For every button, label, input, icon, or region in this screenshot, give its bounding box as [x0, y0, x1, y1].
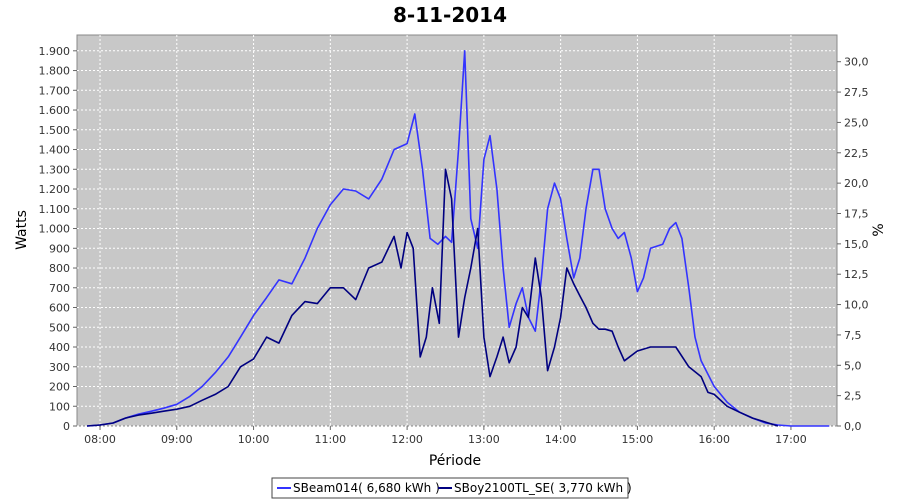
x-tick-label: 10:00: [238, 433, 270, 446]
y2-tick-label: 22,5: [844, 147, 869, 160]
grid-lines: [77, 35, 837, 427]
x-tick-label: 12:00: [391, 433, 423, 446]
y2-tick-label: 17,5: [844, 208, 869, 221]
y-tick-label: 500: [49, 321, 70, 334]
y-tick-label: 1.200: [39, 183, 71, 196]
y2-axis-label: %: [871, 223, 887, 236]
x-tick-label: 15:00: [622, 433, 654, 446]
y2-tick-label: 27,5: [844, 86, 869, 99]
y-axis-label: Watts: [14, 210, 30, 250]
y-tick-label: 1.300: [39, 163, 71, 176]
y-tick-label: 1.900: [39, 45, 71, 58]
y-tick-label: 400: [49, 341, 70, 354]
y-tick-label: 100: [49, 400, 70, 413]
legend-label: SBoy2100TL_SE( 3,770 kWh ): [454, 481, 632, 495]
y-tick-label: 1.800: [39, 65, 71, 78]
y-tick-label: 1.500: [39, 124, 71, 137]
legend: SBeam014( 6,680 kWh ) SBoy2100TL_SE( 3,7…: [271, 477, 632, 499]
y-tick-label: 800: [49, 262, 70, 275]
y-tick-label: 300: [49, 361, 70, 374]
y-tick-label: 700: [49, 282, 70, 295]
y2-tick-label: 5,0: [844, 359, 862, 372]
series-lines: [86, 49, 830, 427]
y-tick-label: 1.400: [39, 144, 71, 157]
x-tick-label: 11:00: [314, 433, 346, 446]
y-tick-label: 0: [63, 420, 70, 433]
y2-tick-label: 30,0: [844, 56, 869, 69]
x-tick-label: 13:00: [468, 433, 500, 446]
y2-tick-label: 25,0: [844, 116, 869, 129]
series-line-1: [86, 168, 779, 427]
y-tick-label: 1.000: [39, 223, 71, 236]
y2-tick-label: 10,0: [844, 299, 869, 312]
x-tick-label: 17:00: [775, 433, 807, 446]
series-line-0: [86, 49, 830, 427]
x-tick-label: 16:00: [698, 433, 730, 446]
x-tick-label: 09:00: [161, 433, 193, 446]
legend-label: SBeam014( 6,680 kWh ): [293, 481, 440, 495]
y2-tick-label: 2,5: [844, 390, 862, 403]
x-tick-label: 14:00: [545, 433, 577, 446]
y-axis-right: 0,0 2,5 5,0 7,5 10,0 12,5 15,0 17,5 20,0 22,5 25,0…: [837, 56, 869, 433]
x-axis-label: Période: [429, 453, 481, 469]
y-tick-label: 900: [49, 242, 70, 255]
plot-area: [76, 34, 838, 427]
y2-tick-label: 7,5: [844, 329, 862, 342]
y2-tick-label: 0,0: [844, 420, 862, 433]
x-axis: 08:00 09:00 10:00 11:00 12:00 13:00 14:00 15:00…: [84, 426, 807, 446]
x-tick-label: 08:00: [84, 433, 116, 446]
y-tick-label: 1.600: [39, 104, 71, 117]
chart-title: 8-11-2014: [393, 3, 507, 27]
y-tick-label: 600: [49, 302, 70, 315]
y-axis-left: 0 100 200 300 400 500 600 700 800 900 1.000 1.100 1.…: [39, 45, 77, 433]
y2-tick-label: 20,0: [844, 177, 869, 190]
y-tick-label: 1.700: [39, 84, 71, 97]
y-tick-label: 200: [49, 381, 70, 394]
y-tick-label: 1.100: [39, 203, 71, 216]
y2-tick-label: 15,0: [844, 238, 869, 251]
y2-tick-label: 12,5: [844, 268, 869, 281]
